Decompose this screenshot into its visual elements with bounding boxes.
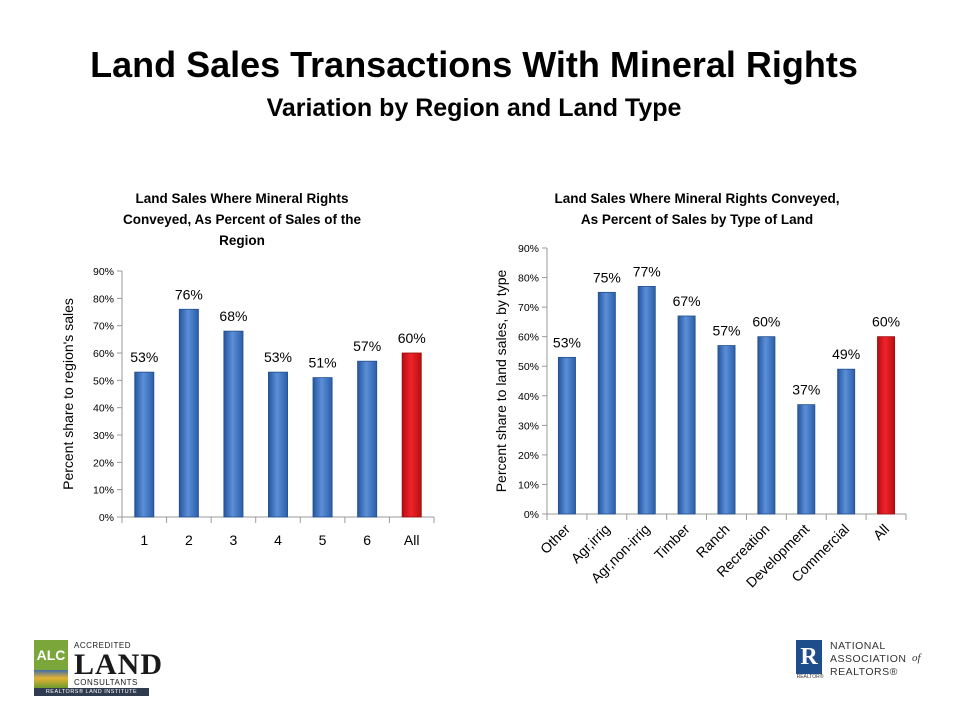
bar-4: [268, 371, 288, 518]
bar-Other: [557, 356, 576, 515]
bar-5: [312, 377, 333, 518]
y-tick-label: 40%: [518, 391, 539, 403]
y-tick-label: 30%: [93, 430, 114, 442]
category-label: 2: [185, 532, 193, 548]
bar-Recreation: [757, 336, 776, 515]
nar-line-3: REALTORS®: [830, 666, 898, 678]
y-tick-label: 70%: [518, 302, 539, 314]
y-tick-label: 70%: [93, 321, 114, 333]
y-axis-title: Percent share to land sales, by type: [493, 270, 509, 493]
bar-Agr,irrig: [597, 291, 616, 515]
y-tick-label: 60%: [93, 348, 114, 360]
bar-All: [401, 352, 422, 518]
bar-6: [357, 360, 378, 518]
alc-top-text: ACCREDITED: [74, 641, 132, 650]
bar-2: [178, 308, 199, 518]
nar-logo: R REALTOR® NATIONAL ASSOCIATION of REALT…: [794, 636, 934, 682]
nar-line-2: ASSOCIATION: [830, 653, 907, 665]
data-label: 53%: [130, 349, 158, 365]
land-type-chart: Land Sales Where Mineral Rights Conveyed…: [493, 191, 907, 590]
y-tick-label: 50%: [518, 361, 539, 373]
alc-bar-text: REALTORS® LAND INSTITUTE: [34, 688, 149, 696]
y-tick-label: 10%: [93, 485, 114, 497]
bar-3: [223, 330, 244, 518]
bar-All: [877, 336, 896, 515]
realtor-r-icon: R: [796, 640, 822, 674]
y-tick-label: 0%: [99, 512, 114, 524]
data-label: 75%: [593, 269, 621, 285]
bar-Ranch: [717, 345, 736, 515]
alc-main-text: LAND: [74, 648, 164, 681]
category-label: All: [870, 521, 892, 543]
data-label: 76%: [175, 286, 203, 302]
data-label: 49%: [832, 346, 860, 362]
data-label: 77%: [633, 263, 661, 279]
category-label: 1: [140, 532, 148, 548]
category-label: Other: [537, 521, 573, 557]
region-chart: Land Sales Where Mineral Rights Conveyed,…: [60, 191, 435, 548]
y-tick-label: 50%: [93, 375, 114, 387]
y-tick-label: 90%: [518, 243, 539, 255]
category-label: 5: [319, 532, 327, 548]
data-label: 60%: [872, 314, 900, 330]
bar-Development: [797, 404, 816, 515]
nar-of: of: [912, 652, 921, 664]
category-label: Timber: [651, 521, 693, 563]
y-tick-label: 90%: [93, 266, 114, 278]
y-tick-label: 40%: [93, 403, 114, 415]
category-label: All: [404, 532, 420, 548]
data-label: 53%: [264, 349, 292, 365]
data-label: 37%: [792, 382, 820, 398]
y-tick-label: 20%: [93, 457, 114, 469]
realtor-mark-caption: REALTOR®: [796, 674, 824, 680]
y-tick-label: 60%: [518, 332, 539, 344]
category-label: 6: [363, 532, 371, 548]
y-tick-label: 0%: [524, 509, 539, 521]
y-axis-title: Percent share to region's sales: [60, 298, 76, 490]
data-label: 57%: [712, 323, 740, 339]
alc-bottom-text: CONSULTANTS: [74, 678, 138, 687]
alc-field-graphic: [34, 670, 68, 688]
data-label: 60%: [398, 330, 426, 346]
chart-title-line: Land Sales Where Mineral Rights Conveyed…: [554, 191, 839, 206]
bar-Timber: [677, 315, 696, 515]
y-tick-label: 80%: [518, 273, 539, 285]
y-tick-label: 30%: [518, 420, 539, 432]
alc-badge: ALC: [34, 640, 68, 670]
data-label: 53%: [553, 334, 581, 350]
y-tick-label: 20%: [518, 450, 539, 462]
alc-logo: ALC ACCREDITED LAND CONSULTANTS REALTORS…: [34, 640, 162, 696]
category-label: 4: [274, 532, 282, 548]
nar-line-1: NATIONAL: [830, 640, 886, 652]
bar-1: [134, 371, 155, 518]
category-label: 3: [230, 532, 238, 548]
chart-title-line: Land Sales Where Mineral Rights: [135, 191, 348, 206]
data-label: 57%: [353, 338, 381, 354]
data-label: 60%: [752, 314, 780, 330]
chart-title-line: Region: [219, 233, 265, 248]
chart-title-line: As Percent of Sales by Type of Land: [581, 212, 813, 227]
y-tick-label: 80%: [93, 293, 114, 305]
data-label: 51%: [309, 355, 337, 371]
slide-title: Land Sales Transactions With Mineral Rig…: [90, 44, 858, 85]
data-label: 67%: [673, 293, 701, 309]
chart-title-line: Conveyed, As Percent of Sales of the: [123, 212, 362, 227]
data-label: 68%: [219, 308, 247, 324]
y-tick-label: 10%: [518, 479, 539, 491]
slide-subtitle: Variation by Region and Land Type: [266, 94, 682, 122]
bar-Agr,non-irrig: [637, 286, 656, 515]
bar-Commercial: [837, 368, 856, 515]
